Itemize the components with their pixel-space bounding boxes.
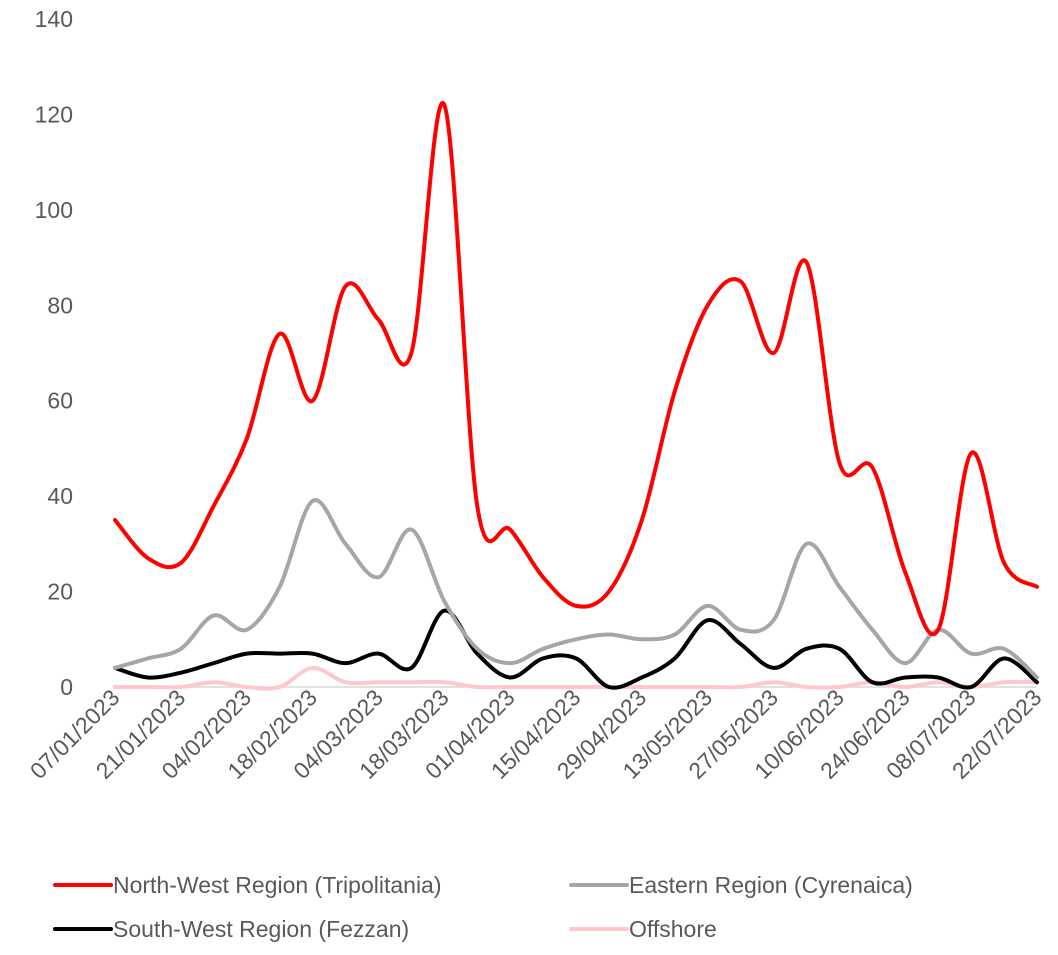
y-tick-label: 100 [35, 197, 73, 223]
legend: North-West Region (Tripolitania) Eastern … [53, 872, 913, 942]
legend-item: Eastern Region (Cyrenaica) [569, 872, 913, 898]
y-tick-label: 120 [35, 101, 73, 127]
series-layer [113, 101, 1039, 691]
series-line-south-west-region-fezzan [113, 608, 1039, 690]
x-axis: 07/01/202321/01/202304/02/202318/02/2023… [25, 684, 1047, 784]
legend-label: Eastern Region (Cyrenaica) [629, 872, 913, 898]
series-line-eastern-region-cyrenaica [113, 498, 1039, 680]
legend-item: Offshore [569, 916, 717, 942]
series-line-north-west-region-tripolitania [113, 101, 1039, 637]
y-tick-label: 140 [35, 6, 73, 32]
y-tick-label: 0 [60, 674, 73, 700]
legend-label: Offshore [629, 916, 717, 942]
y-axis: 0 20 40 60 80 100 120 140 [35, 6, 73, 700]
y-tick-label: 60 [47, 388, 73, 414]
legend-label: South-West Region (Fezzan) [113, 916, 409, 942]
legend-item: South-West Region (Fezzan) [53, 916, 409, 942]
legend-label: North-West Region (Tripolitania) [113, 872, 442, 898]
y-tick-label: 40 [47, 483, 73, 509]
y-tick-label: 80 [47, 292, 73, 318]
y-tick-label: 20 [47, 579, 73, 605]
legend-item: North-West Region (Tripolitania) [53, 872, 442, 898]
